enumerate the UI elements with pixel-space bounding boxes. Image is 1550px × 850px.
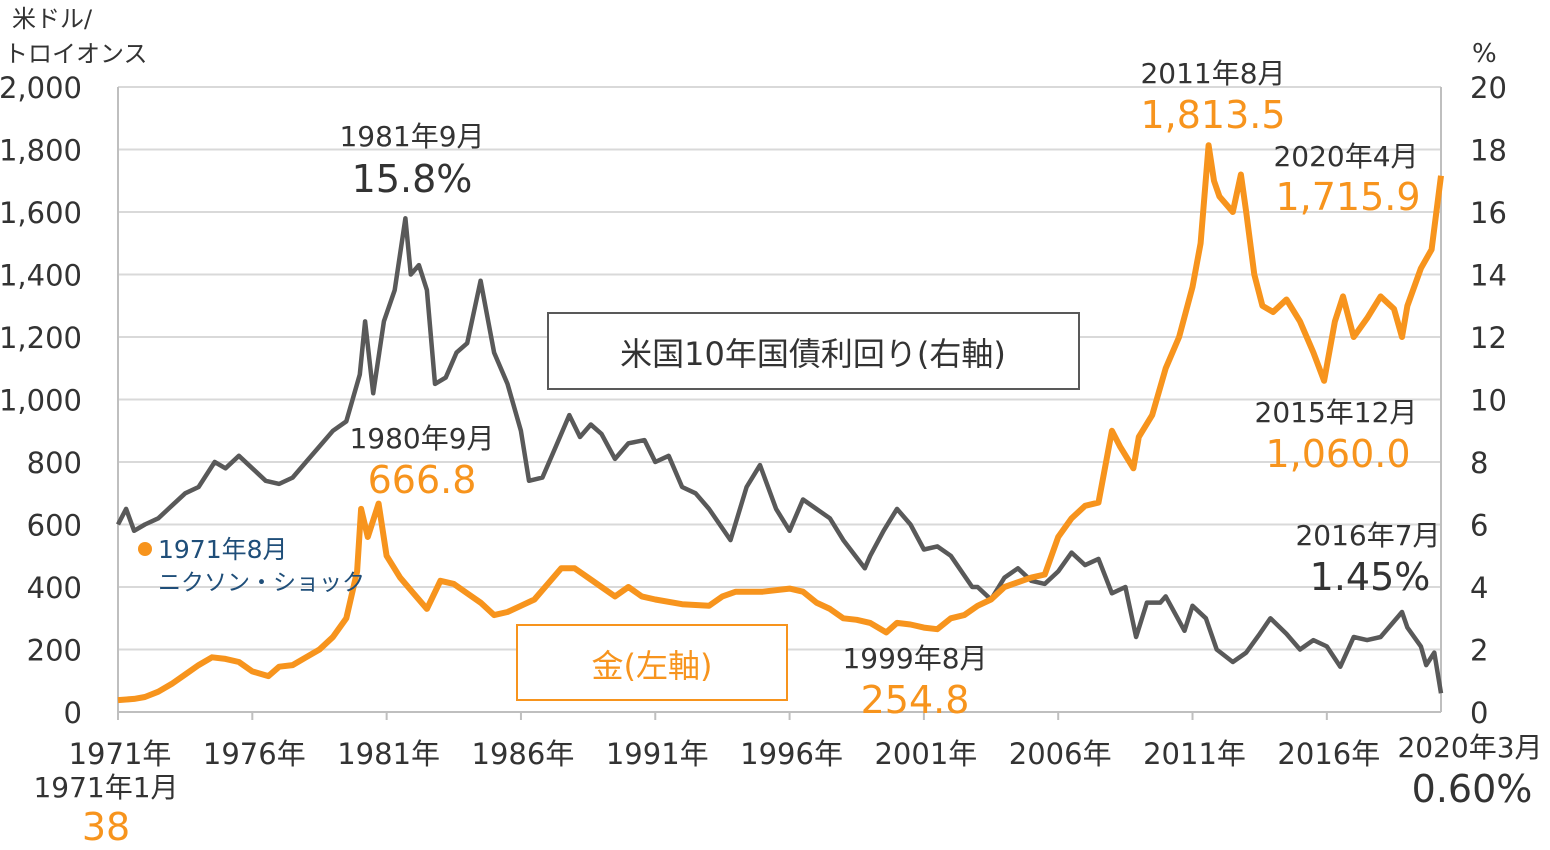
x-tick-label: 1981年 [337, 737, 440, 771]
x-tick-label: 1996年 [740, 737, 843, 771]
left-tick-label: 200 [27, 634, 82, 668]
left-axis-unit: トロイオンス [4, 40, 148, 68]
legend-gold-label: 金(左軸) [592, 647, 713, 685]
left-tick-label: 1,800 [0, 134, 82, 168]
annotation-date: 1971年1月 [33, 771, 178, 804]
left-tick-label: 2,000 [0, 71, 82, 105]
left-tick-label: 1,600 [0, 196, 82, 230]
annotation-value: 1,060.0 [1265, 432, 1410, 476]
treasury-yield-line [116, 216, 1444, 694]
annotation-value: 254.8 [861, 678, 970, 722]
right-tick-label: 18 [1470, 134, 1507, 168]
legend-yield-box [547, 312, 1080, 390]
gold-price-line [117, 142, 1444, 704]
left-tick-label: 400 [27, 571, 82, 605]
annotation-value: 15.8% [352, 157, 473, 201]
annotation-date: 2016年7月 [1295, 519, 1440, 552]
annotation-value: 0.60% [1412, 767, 1533, 811]
legend-yield-label: 米国10年国債利回り(右軸) [620, 335, 1006, 373]
left-tick-label: 0 [64, 696, 82, 730]
annotation-value: 1.45% [1310, 555, 1431, 599]
annotation-value: 666.8 [368, 458, 477, 502]
annotation-date: 2020年3月 [1397, 731, 1542, 764]
annotation-date: 1980年9月 [349, 422, 494, 455]
x-tick-label: 1976年 [203, 737, 306, 771]
right-tick-label: 20 [1470, 71, 1507, 105]
right-tick-label: 12 [1470, 321, 1507, 355]
legend-gold-box [516, 624, 788, 701]
nixon-marker-icon [138, 542, 152, 556]
x-tick-label: 2001年 [874, 737, 977, 771]
annotation-value: 1,715.9 [1275, 175, 1420, 219]
annotation-date: 1981年9月 [339, 120, 484, 153]
annotation-date: 2015年12月 [1255, 396, 1418, 429]
right-tick-label: 14 [1470, 259, 1507, 293]
left-axis-unit: 米ドル/ [12, 5, 93, 33]
right-tick-label: 10 [1470, 384, 1507, 418]
left-tick-label: 800 [27, 446, 82, 480]
right-tick-label: 6 [1470, 509, 1488, 543]
annotation-date: 2011年8月 [1140, 57, 1285, 90]
left-tick-label: 1,000 [0, 384, 82, 418]
right-tick-label: 2 [1470, 634, 1488, 668]
annotation-date: 2020年4月 [1273, 140, 1418, 173]
right-tick-label: 0 [1470, 696, 1488, 730]
annotation-date: 1999年8月 [842, 642, 987, 675]
left-tick-label: 1,200 [0, 321, 82, 355]
left-tick-label: 1,400 [0, 259, 82, 293]
x-tick-label: 2011年 [1143, 737, 1246, 771]
left-tick-label: 600 [27, 509, 82, 543]
x-tick-label: 2006年 [1009, 737, 1112, 771]
annotation-value: 38 [82, 805, 130, 846]
annotation-note: ニクソン・ショック [158, 570, 365, 596]
right-tick-label: 16 [1470, 196, 1507, 230]
x-tick-label: 1971年 [69, 737, 172, 771]
x-tick-label: 2016年 [1277, 737, 1380, 771]
annotation-date: 1971年8月 [158, 535, 288, 564]
right-tick-label: 8 [1470, 446, 1488, 480]
right-axis-unit: % [1472, 39, 1497, 69]
right-tick-label: 4 [1470, 571, 1488, 605]
annotation-value: 1,813.5 [1140, 93, 1285, 137]
x-tick-label: 1986年 [472, 737, 575, 771]
x-tick-label: 1991年 [606, 737, 709, 771]
